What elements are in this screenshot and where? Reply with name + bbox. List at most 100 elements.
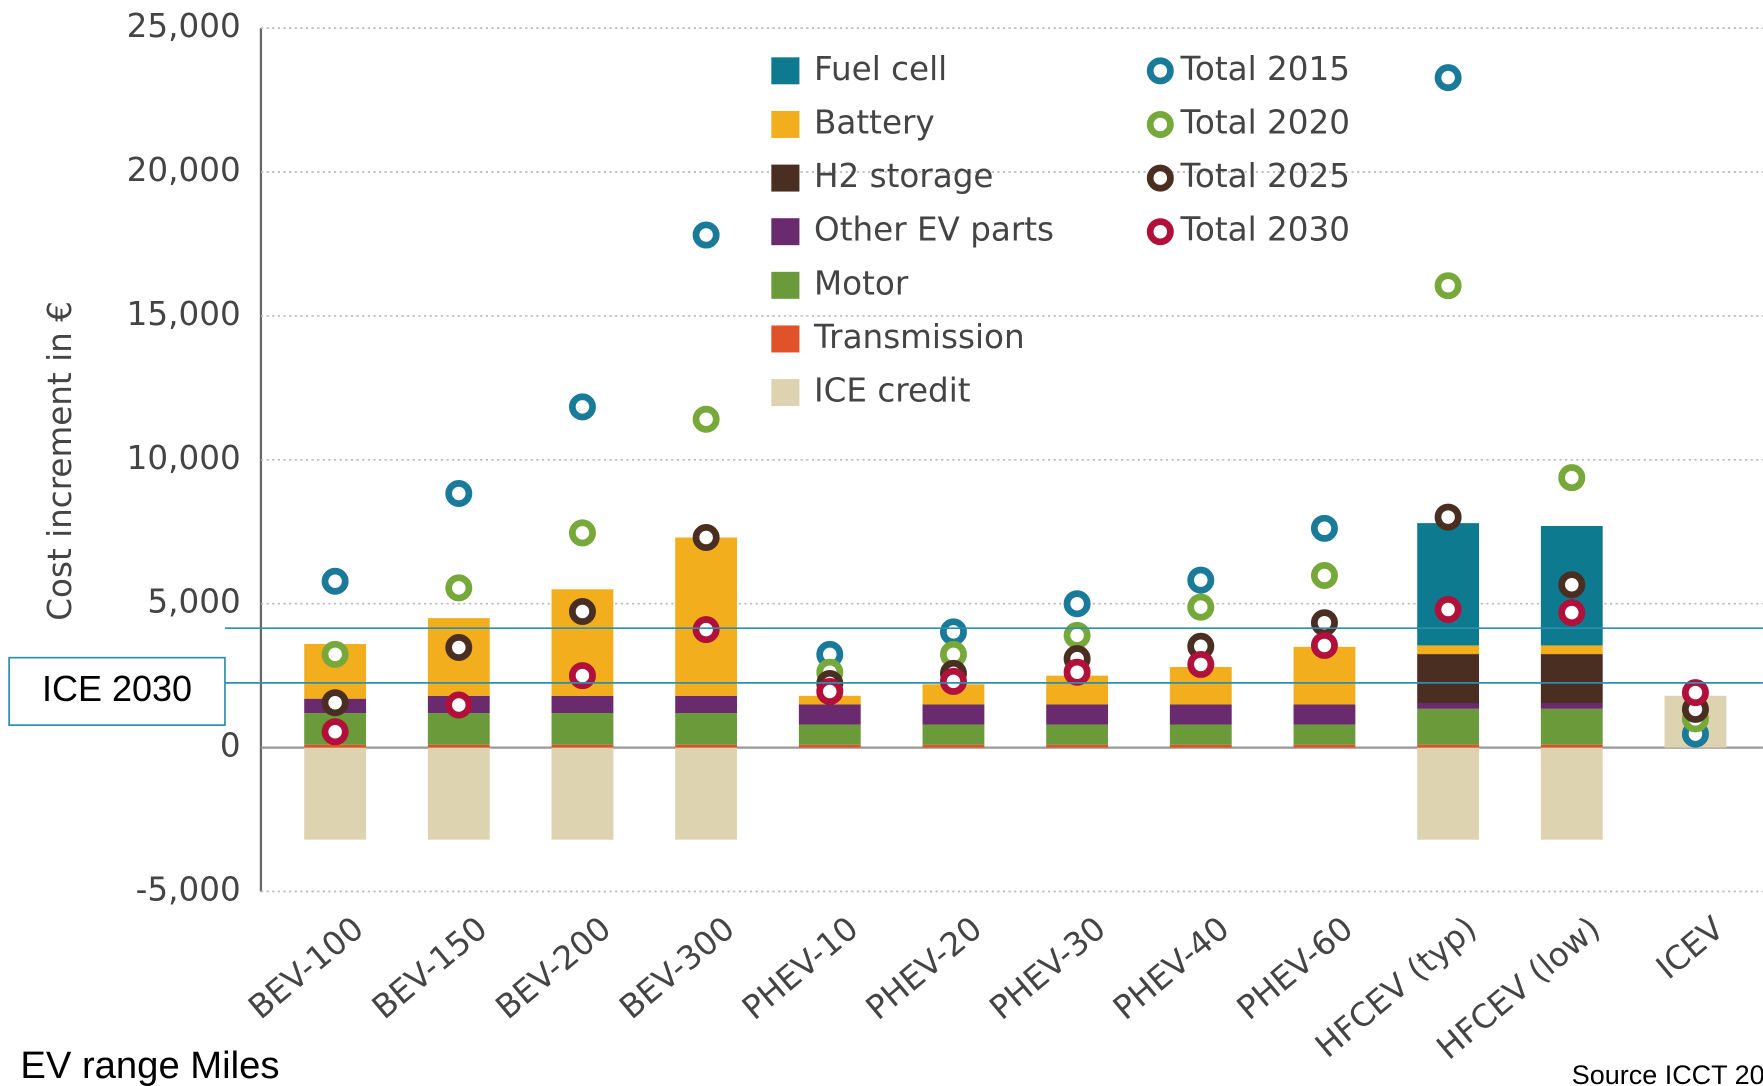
source: Source ICCT 20: [1572, 1060, 1763, 1086]
y-tick-label: 0: [220, 727, 241, 765]
y-tick-label: 15,000: [127, 295, 241, 333]
total-marker: [1558, 571, 1586, 599]
annotation-text: ICE 2030: [42, 668, 192, 709]
legend-label: H2 storage: [814, 157, 993, 195]
legend-marker: [1146, 110, 1174, 138]
bar-segment: [1540, 747, 1603, 840]
bar-segment: [1540, 654, 1603, 703]
bar-segment: [1540, 708, 1603, 745]
total-marker: [939, 667, 967, 695]
bar-segment: [1540, 702, 1603, 709]
bar-segment: [1169, 724, 1232, 745]
total-marker: [692, 616, 720, 644]
total-marker: [445, 574, 473, 602]
y-axis-label: Cost increment in €: [41, 301, 79, 621]
y-tick-label: -5,000: [136, 871, 241, 909]
bar-segment: [1417, 702, 1480, 709]
total-marker: [1434, 503, 1462, 531]
bar-segment: [675, 744, 738, 748]
total-marker: [1187, 593, 1215, 621]
legend-swatch: [771, 379, 800, 407]
total-marker: [321, 640, 349, 668]
bar-segment: [551, 747, 614, 840]
bar-segment: [798, 704, 861, 725]
legend-swatch: [771, 271, 800, 299]
total-marker: [1434, 272, 1462, 300]
bar-segment: [1417, 708, 1480, 745]
legend-label: Other EV parts: [814, 211, 1054, 249]
total-marker: [321, 567, 349, 595]
legend-label: Total 2020: [1180, 103, 1350, 141]
legend-label: Transmission: [813, 318, 1025, 356]
y-tick-label: 5,000: [147, 583, 240, 621]
y-tick-label: 10,000: [127, 439, 241, 477]
x-tick-label: ICEV: [1649, 909, 1732, 987]
legend-swatch: [771, 57, 800, 85]
y-tick-label: 20,000: [127, 151, 241, 189]
total-marker: [445, 479, 473, 507]
bar-segment: [551, 695, 614, 714]
bar-segment: [1417, 654, 1480, 703]
total-marker: [568, 393, 596, 421]
bar-segment: [1540, 645, 1603, 655]
total-marker: [692, 221, 720, 249]
x-tick-label: BEV-150: [365, 909, 495, 1026]
legend-swatch: [771, 218, 800, 246]
total-marker: [1434, 64, 1462, 92]
bar-segment: [798, 724, 861, 745]
bar-segment: [1417, 645, 1480, 655]
bar-segment: [304, 744, 367, 748]
legend-marker: [1146, 57, 1174, 85]
total-marker: [1558, 599, 1586, 627]
legend-swatch: [771, 164, 800, 192]
total-marker: [321, 689, 349, 717]
total-marker: [1310, 562, 1338, 589]
total-marker: [1310, 631, 1338, 659]
y-tick-label: 25,000: [127, 7, 241, 45]
total-marker: [1434, 595, 1462, 623]
x-tick-label: BEV-300: [612, 909, 742, 1026]
legend-label: Fuel cell: [814, 50, 947, 88]
bar-segment: [798, 744, 861, 748]
total-marker: [1187, 650, 1215, 678]
bar-segment: [427, 747, 490, 840]
legend-swatch: [771, 325, 800, 353]
bar-segment: [1293, 704, 1356, 725]
total-marker: [1187, 566, 1215, 594]
bar-segment: [675, 695, 738, 714]
bar-segment: [427, 744, 490, 748]
bar-segment: [1293, 724, 1356, 745]
bar-segment: [551, 744, 614, 748]
bar-segment: [1540, 744, 1603, 748]
legend-label: Battery: [814, 103, 935, 141]
total-marker: [568, 662, 596, 690]
bar-segment: [551, 713, 614, 745]
legend-swatch: [771, 110, 800, 138]
x-tick-label: PHEV-20: [859, 909, 989, 1027]
legend-label: ICE credit: [814, 372, 971, 410]
bar-segment: [675, 713, 738, 745]
total-marker: [1558, 464, 1586, 492]
bar-segment: [1417, 744, 1480, 748]
bar-segment: [1293, 744, 1356, 748]
x-tick-label: BEV-200: [488, 909, 618, 1026]
bar-segment: [1417, 747, 1480, 840]
total-marker: [445, 633, 473, 661]
total-marker: [1310, 609, 1338, 637]
bar-segment: [922, 704, 985, 725]
bar-segment: [1417, 523, 1480, 646]
bar-segment: [1046, 744, 1109, 748]
total-marker: [568, 597, 596, 625]
x-tick-label: PHEV-10: [735, 909, 865, 1027]
x-tick-label: PHEV-30: [982, 909, 1112, 1027]
total-marker: [1310, 514, 1338, 542]
legend-label: Total 2030: [1180, 211, 1350, 249]
total-marker: [1681, 679, 1709, 707]
x-axis-label: EV range Miles: [20, 1044, 279, 1086]
total-marker: [568, 519, 596, 547]
legend-marker: [1146, 164, 1174, 192]
bar-segment: [1169, 704, 1232, 725]
bar-segment: [1046, 724, 1109, 745]
total-marker: [816, 677, 844, 705]
